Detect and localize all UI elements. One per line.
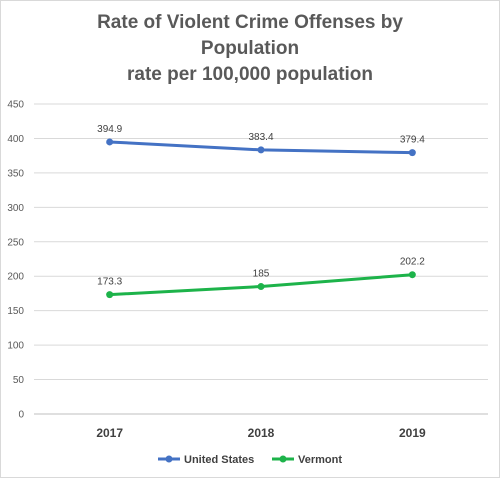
y-tick-label-150: 150 xyxy=(7,306,24,317)
data-label: 185 xyxy=(253,269,270,280)
data-point xyxy=(408,149,416,157)
series-vermont: 173.3 185 202.2 xyxy=(97,257,425,299)
y-axis-tick-labels: 0 50 100 150 200 250 300 350 400 450 xyxy=(7,100,24,421)
legend-swatch-marker xyxy=(279,455,287,463)
y-tick-label-0: 0 xyxy=(18,410,24,421)
gridlines xyxy=(34,103,488,415)
legend-swatch-marker xyxy=(165,455,173,463)
y-tick-label-250: 250 xyxy=(7,237,24,248)
chart-title-line-2: Population xyxy=(200,38,300,59)
data-point xyxy=(408,271,416,279)
data-point xyxy=(106,138,114,146)
chart-title: Rate of Violent Crime Offenses by Popula… xyxy=(0,10,500,88)
data-label: 202.2 xyxy=(400,257,425,268)
data-label: 379.4 xyxy=(400,135,425,146)
legend-label: United States xyxy=(184,454,254,466)
series-united-states: 394.9 383.4 379.4 xyxy=(97,124,425,157)
y-tick-label-450: 450 xyxy=(7,100,24,111)
legend-label: Vermont xyxy=(298,454,342,466)
legend: United States Vermont xyxy=(158,454,342,466)
y-tick-label-100: 100 xyxy=(7,341,24,352)
chart-title-line-1: Rate of Violent Crime Offenses by xyxy=(97,12,403,33)
data-label: 394.9 xyxy=(97,124,122,135)
y-tick-label-350: 350 xyxy=(7,168,24,179)
data-label: 383.4 xyxy=(248,132,273,143)
legend-item-united-states: United States xyxy=(158,454,254,466)
x-axis-tick-labels: 2017 2018 2019 xyxy=(96,426,426,440)
y-tick-label-50: 50 xyxy=(13,375,25,386)
y-tick-label-300: 300 xyxy=(7,203,24,214)
data-point xyxy=(257,283,265,291)
data-label: 173.3 xyxy=(97,277,122,288)
series-lines: 394.9 383.4 379.4 173.3 185 202.2 xyxy=(97,124,425,299)
data-point xyxy=(106,291,114,299)
x-tick-label-2019: 2019 xyxy=(399,426,426,440)
y-tick-label-400: 400 xyxy=(7,134,24,145)
data-point xyxy=(257,146,265,154)
x-tick-label-2017: 2017 xyxy=(96,426,123,440)
x-tick-label-2018: 2018 xyxy=(248,426,275,440)
legend-item-vermont: Vermont xyxy=(272,454,342,466)
y-tick-label-200: 200 xyxy=(7,272,24,283)
chart-title-line-3: rate per 100,000 population xyxy=(126,64,374,85)
